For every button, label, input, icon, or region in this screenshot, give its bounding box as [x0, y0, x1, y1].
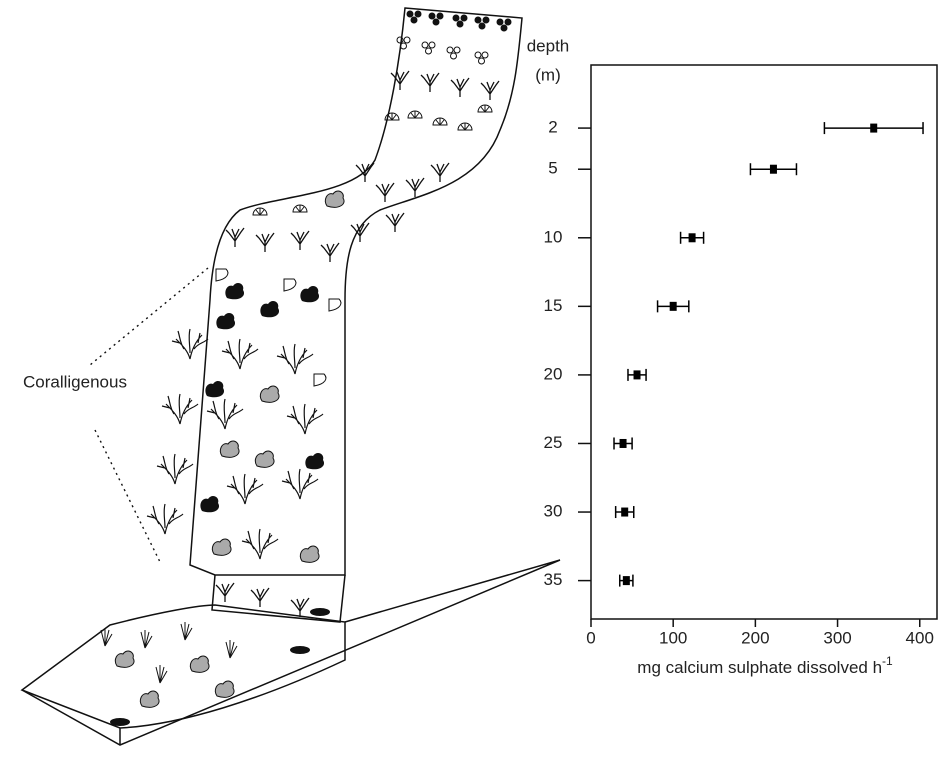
x-tick-label: 400 [906, 628, 934, 647]
data-point [870, 123, 878, 133]
chart: depth (m) mg calcium sulphate dissolved … [527, 36, 938, 677]
data-point [619, 438, 627, 448]
y-tick-label: 5 [548, 159, 557, 178]
data-point [621, 507, 629, 517]
data-point [769, 164, 777, 174]
plot-frame [590, 64, 938, 620]
y-axis-label: depth [527, 36, 570, 55]
x-tick-label: 300 [823, 628, 851, 647]
data-point [688, 233, 696, 243]
y-tick-label: 25 [544, 433, 563, 452]
y-tick-label: 30 [544, 502, 563, 521]
y-tick-label: 2 [548, 118, 557, 137]
data-point [669, 301, 677, 311]
reef-illustration: Coralligenous [20, 7, 561, 746]
y-tick-label: 10 [544, 227, 563, 246]
data-point [633, 370, 641, 380]
x-axis-label-text: mg calcium sulphate dissolved h [637, 658, 882, 677]
data-point [622, 576, 630, 586]
y-tick-label: 20 [544, 364, 563, 383]
x-axis-label: mg calcium sulphate dissolved h-1 [637, 654, 893, 677]
x-tick-label: 0 [586, 628, 595, 647]
x-tick-label: 200 [741, 628, 769, 647]
y-tick-label: 15 [544, 296, 563, 315]
y-axis-unit: (m) [535, 65, 560, 84]
x-axis-label-superscript: -1 [882, 654, 893, 668]
y-tick-label: 35 [544, 570, 563, 589]
zone-label: Coralligenous [23, 372, 127, 391]
x-tick-label: 100 [659, 628, 687, 647]
